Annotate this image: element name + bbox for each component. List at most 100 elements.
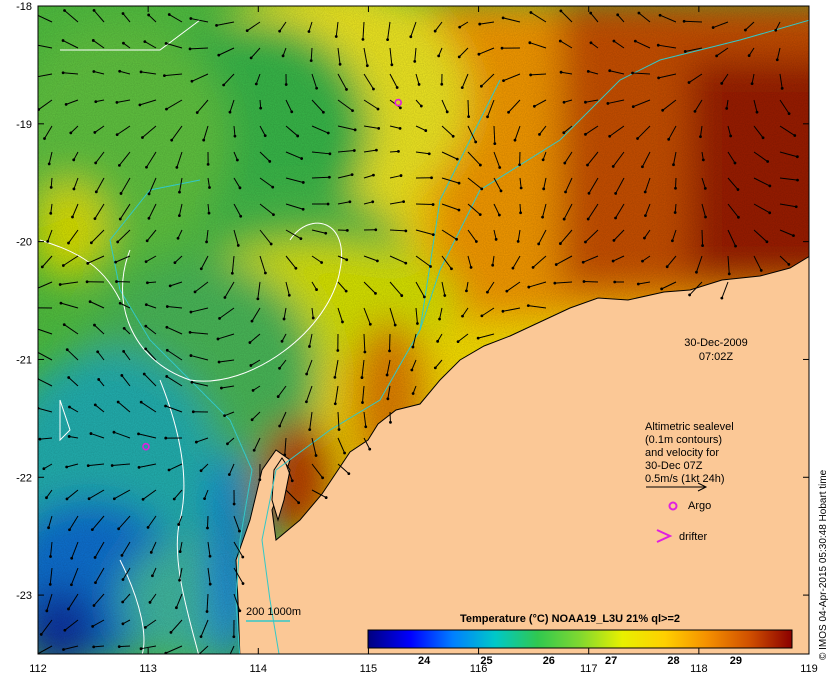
velocity-arrow-head [61,264,65,267]
velocity-arrow [727,125,732,137]
velocity-arrow [259,177,274,188]
velocity-arrow [285,281,290,296]
velocity-arrow-head [643,236,646,240]
velocity-arrow-head [766,160,770,163]
velocity-arrow [170,619,183,633]
velocity-arrow [560,71,573,75]
colorbar-label: 24 [418,655,431,667]
velocity-arrow-head [71,215,74,219]
velocity-arrow-head [281,54,285,58]
velocity-arrow [560,229,573,244]
velocity-arrow [753,203,770,214]
velocity-arrow-head [49,185,53,189]
velocity-arrow [411,359,417,371]
velocity-arrow-head [151,574,154,578]
velocity-arrow-head [62,648,65,651]
velocity-arrow-head [120,374,124,377]
velocity-arrow-head [45,609,49,613]
velocity-arrow [638,12,651,23]
velocity-arrow-head [117,645,121,649]
velocity-arrow-head [589,11,593,15]
velocity-arrow [479,21,495,25]
velocity-arrow [337,47,341,65]
velocity-arrow [530,73,547,76]
velocity-arrow-head [217,53,221,57]
velocity-arrow-head [631,105,635,109]
velocity-arrow [196,437,209,443]
velocity-arrow [311,73,318,89]
velocity-arrow-head [641,259,644,263]
velocity-arrow-head [375,259,379,263]
velocity-arrow-head [47,526,50,530]
velocity-arrow-head [542,187,546,191]
velocity-arrow [50,203,53,214]
velocity-arrow [190,355,209,361]
velocity-arrow [564,151,573,164]
velocity-arrow-head [164,436,168,440]
velocity-arrow [224,281,235,298]
velocity-arrow-head [720,296,724,300]
velocity-arrow-head [143,625,147,629]
velocity-arrow [588,177,599,194]
velocity-arrow [554,281,573,284]
velocity-arrow [117,401,131,413]
velocity-arrow-head [164,404,167,408]
velocity-arrow [585,229,599,243]
velocity-arrow-head [388,349,391,353]
velocity-arrow [62,40,79,49]
date-label: 30-Dec-2009 [684,337,748,349]
velocity-arrow [174,255,183,264]
velocity-arrow-head [476,336,480,340]
velocity-arrow [233,515,240,532]
velocity-arrow-head [501,309,505,313]
velocity-arrow [142,125,157,138]
velocity-arrow-head [562,131,566,135]
velocity-arrow [311,463,324,479]
velocity-arrow [415,151,430,155]
velocity-arrow-head [208,582,212,586]
velocity-arrow [753,177,771,187]
velocity-arrow-head [747,54,751,57]
colorbar-label: 27 [605,655,617,667]
velocity-arrow-head [87,497,91,501]
velocity-arrow-head [208,186,211,189]
velocity-arrow-head [177,523,181,526]
velocity-arrow [519,177,522,189]
velocity-arrow [701,177,706,189]
velocity-arrow-head [324,496,328,499]
velocity-arrow-head [47,162,51,166]
velocity-arrow-head [614,192,618,195]
velocity-arrow-head [755,110,759,114]
velocity-arrow-head [541,158,545,162]
velocity-arrow-head [143,40,147,44]
velocity-arrow [389,73,398,88]
velocity-arrow-head [194,440,198,444]
velocity-arrow-head [259,106,263,110]
velocity-arrow [674,177,677,189]
velocity-arrow [585,99,599,103]
velocity-arrow-head [587,191,591,195]
velocity-arrow [311,489,327,499]
velocity-arrow-head [144,260,148,264]
velocity-arrow-head [149,550,153,554]
velocity-arrow-head [232,635,236,639]
velocity-arrow [467,151,481,166]
velocity-arrow-head [271,185,275,189]
velocity-arrow [415,73,420,85]
velocity-arrow [207,177,210,188]
velocity-arrows [38,8,799,654]
velocity-arrow-head [526,304,530,308]
velocity-arrow [93,645,105,648]
velocity-arrow [363,149,377,153]
velocity-arrow-head [498,166,502,169]
velocity-arrow [285,151,302,160]
velocity-arrow-head [494,237,498,241]
velocity-arrow [94,541,105,558]
velocity-arrow [337,73,347,90]
velocity-arrow [779,255,790,265]
velocity-arrow [279,359,287,369]
velocity-arrow-head [343,451,346,455]
velocity-arrow [191,381,209,387]
velocity-arrow [542,203,547,218]
velocity-arrow [753,99,758,113]
